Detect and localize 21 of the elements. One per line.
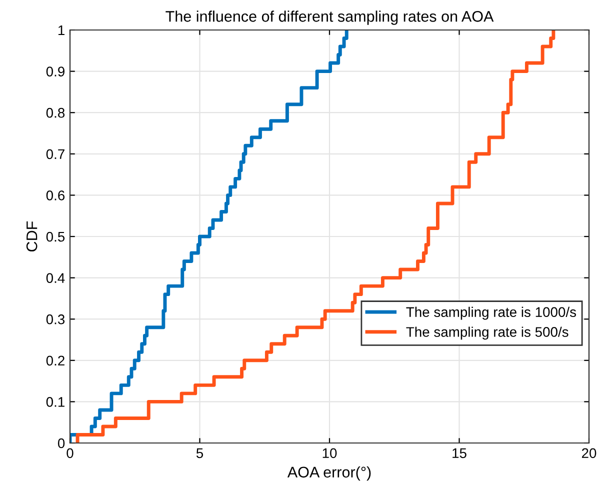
- chart-title: The influence of different sampling rates on AOA: [166, 10, 494, 25]
- legend-label: The sampling rate is 500/s: [406, 326, 568, 340]
- y-tick-label: 0.7: [46, 149, 64, 160]
- y-tick-label: 1: [58, 25, 64, 36]
- y-tick-label: 0.3: [46, 314, 65, 324]
- y-tick-label: 0: [58, 438, 65, 448]
- y-tick-label: 0.8: [46, 108, 65, 118]
- x-tick-label: 15: [452, 448, 466, 458]
- y-tick-label: 0.9: [46, 66, 64, 76]
- y-tick-label: 0.1: [46, 397, 64, 407]
- x-tick-label: 0: [66, 448, 74, 458]
- y-tick-label: 0.5: [46, 232, 65, 242]
- x-tick-label: 20: [582, 448, 596, 458]
- y-tick-label: 0.4: [46, 273, 65, 283]
- x-axis-title: AOA error(°): [287, 466, 371, 481]
- y-tick-label: 0.6: [46, 190, 65, 200]
- y-axis-title: CDF: [26, 221, 38, 252]
- x-tick-label: 5: [196, 448, 204, 458]
- legend-label: The sampling rate is 1000/s: [406, 306, 576, 320]
- x-tick-label: 10: [322, 448, 337, 458]
- y-tick-label: 0.2: [46, 356, 64, 366]
